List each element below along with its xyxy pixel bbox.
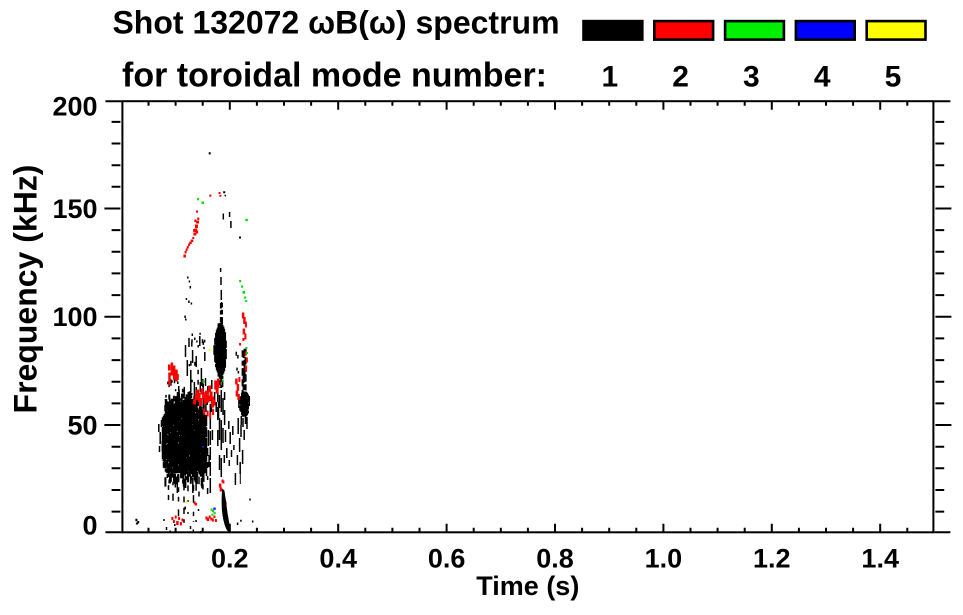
svg-text:100: 100: [52, 302, 97, 332]
svg-text:1: 1: [601, 61, 618, 94]
svg-text:Frequency (kHz): Frequency (kHz): [8, 165, 44, 414]
svg-text:5: 5: [885, 61, 902, 94]
svg-text:0: 0: [82, 511, 97, 541]
svg-text:1.2: 1.2: [753, 544, 791, 574]
svg-text:4: 4: [814, 61, 831, 94]
svg-text:for toroidal mode number:: for toroidal mode number:: [122, 57, 547, 95]
svg-text:0.2: 0.2: [211, 544, 249, 574]
svg-text:3: 3: [743, 61, 760, 94]
svg-text:1.4: 1.4: [861, 544, 899, 574]
svg-text:2: 2: [672, 61, 689, 94]
svg-text:150: 150: [52, 194, 97, 224]
svg-text:Time (s): Time (s): [476, 571, 579, 601]
svg-text:0.4: 0.4: [319, 544, 357, 574]
svg-text:0.6: 0.6: [428, 544, 466, 574]
svg-text:1.0: 1.0: [645, 544, 683, 574]
svg-text:0.8: 0.8: [536, 544, 574, 574]
svg-text:Shot 132072 ωB(ω) spectrum: Shot 132072 ωB(ω) spectrum: [112, 5, 559, 41]
svg-text:200: 200: [52, 91, 97, 121]
svg-text:50: 50: [67, 410, 97, 440]
